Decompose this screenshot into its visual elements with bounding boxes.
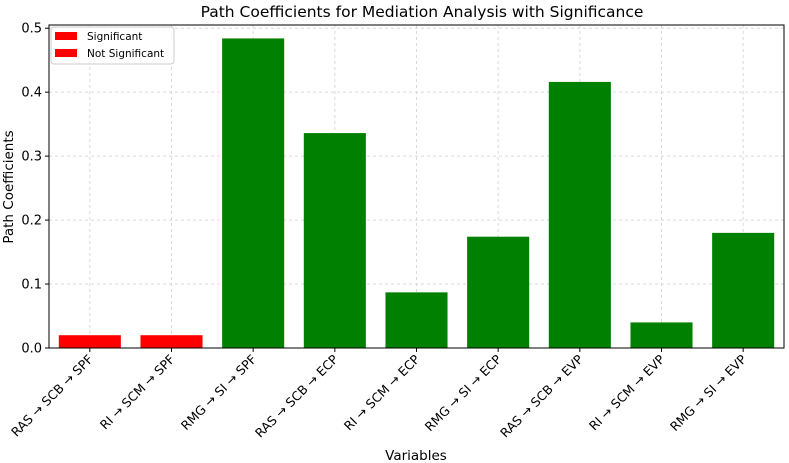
y-tick-label: 0.0 xyxy=(21,342,42,357)
chart-title: Path Coefficients for Mediation Analysis… xyxy=(201,3,644,21)
legend-swatch-significant xyxy=(55,32,77,40)
bar xyxy=(385,292,448,348)
bar xyxy=(548,81,611,349)
x-tick-label: RAS → SCB → SPF xyxy=(8,352,96,440)
bar xyxy=(630,322,693,348)
bar xyxy=(467,236,530,348)
legend-box xyxy=(50,26,175,65)
legend-label-not-significant: Not Significant xyxy=(87,48,164,60)
x-tick-label: RMG → SI → EVP xyxy=(667,351,750,434)
y-tick-label: 0.4 xyxy=(21,86,42,101)
x-tick-label: RAS → SCB → ECP xyxy=(252,351,341,440)
x-tick-label: RMG → SI → ECP xyxy=(422,351,505,434)
legend: Significant Not Significant xyxy=(50,26,175,65)
x-tick-label: RAS → SCB → EVP xyxy=(497,351,586,440)
legend-label-significant: Significant xyxy=(87,31,142,43)
bar xyxy=(303,133,366,348)
legend-swatch-not-significant xyxy=(55,49,77,57)
bar xyxy=(222,38,285,349)
bar xyxy=(58,335,121,348)
x-tick-label: RI → SCM → SPF xyxy=(97,352,178,433)
bars xyxy=(58,38,775,349)
y-tick-label: 0.3 xyxy=(21,150,42,165)
y-tick-label: 0.1 xyxy=(21,278,42,293)
y-axis-label: Path Coefficients xyxy=(1,130,17,243)
bar xyxy=(140,335,203,348)
y-tick-label: 0.2 xyxy=(21,214,42,229)
bar xyxy=(712,232,775,348)
x-tick-label: RI → SCM → ECP xyxy=(341,351,423,433)
y-axis: 0.0 0.1 0.2 0.3 0.4 0.5 xyxy=(21,22,49,357)
x-tick-label: RI → SCM → EVP xyxy=(586,351,668,433)
x-tick-label: RMG → SI → SPF xyxy=(178,352,260,434)
x-axis: RAS → SCB → SPF RI → SCM → SPF RMG → SI → … xyxy=(8,348,750,441)
x-axis-label: Variables xyxy=(385,448,447,463)
y-tick-label: 0.5 xyxy=(21,22,42,37)
